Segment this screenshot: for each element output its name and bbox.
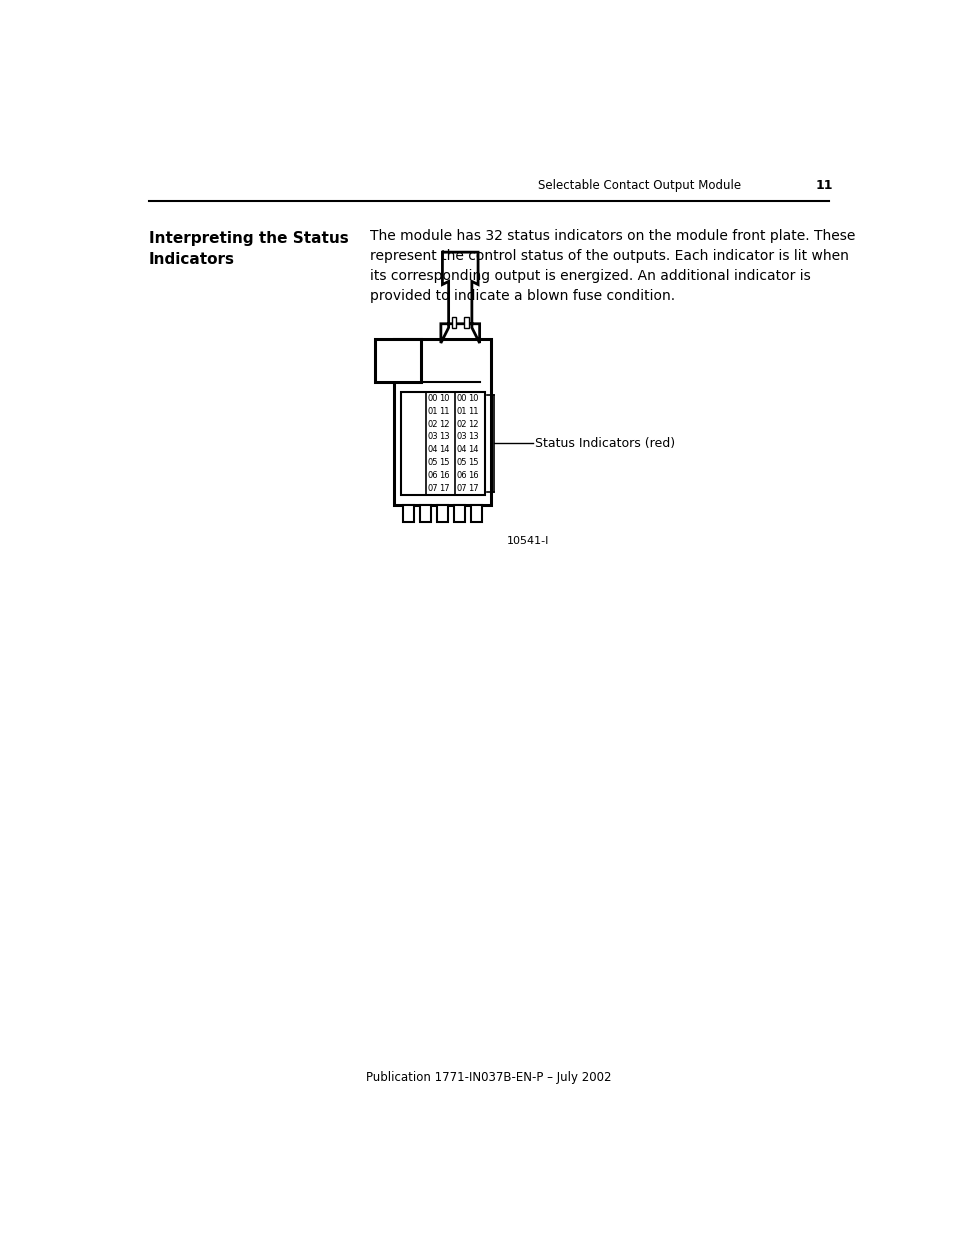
Text: 15: 15 <box>438 458 449 468</box>
Text: 10: 10 <box>438 394 449 403</box>
Bar <box>464 317 468 327</box>
Text: 16: 16 <box>438 472 449 480</box>
Text: 10541-I: 10541-I <box>506 536 549 546</box>
Text: Publication 1771-IN037B-EN-P – July 2002: Publication 1771-IN037B-EN-P – July 2002 <box>366 1071 611 1084</box>
Text: 07: 07 <box>427 484 437 494</box>
Text: 15: 15 <box>468 458 478 468</box>
Bar <box>420 505 431 521</box>
Text: 03: 03 <box>456 432 467 441</box>
Text: The module has 32 status indicators on the module front plate. These
represent t: The module has 32 status indicators on t… <box>369 228 854 304</box>
Text: 17: 17 <box>468 484 478 494</box>
Text: 16: 16 <box>468 472 478 480</box>
Text: 13: 13 <box>438 432 449 441</box>
Text: 10: 10 <box>468 394 478 403</box>
Text: 12: 12 <box>438 420 449 429</box>
Text: 12: 12 <box>468 420 478 429</box>
Text: 11: 11 <box>468 406 478 415</box>
Text: Selectable Contact Output Module: Selectable Contact Output Module <box>537 179 740 193</box>
Text: 14: 14 <box>438 446 449 454</box>
Text: 05: 05 <box>456 458 467 468</box>
Bar <box>452 317 456 327</box>
Text: 00: 00 <box>456 394 467 403</box>
Bar <box>454 505 465 521</box>
Text: 04: 04 <box>427 446 437 454</box>
Bar <box>400 391 484 495</box>
Bar <box>436 505 448 521</box>
Text: 17: 17 <box>438 484 449 494</box>
Text: Status Indicators (red): Status Indicators (red) <box>535 437 675 450</box>
Text: 05: 05 <box>427 458 437 468</box>
Text: 01: 01 <box>456 406 467 415</box>
Text: 13: 13 <box>468 432 478 441</box>
Bar <box>403 505 414 521</box>
Text: 04: 04 <box>456 446 467 454</box>
Text: 06: 06 <box>427 472 437 480</box>
Text: 00: 00 <box>427 394 437 403</box>
Bar <box>394 340 491 505</box>
Text: 07: 07 <box>456 484 467 494</box>
Text: 06: 06 <box>456 472 467 480</box>
Text: 14: 14 <box>468 446 478 454</box>
Text: 02: 02 <box>427 420 437 429</box>
Text: 03: 03 <box>427 432 437 441</box>
Text: 11: 11 <box>815 179 832 193</box>
Bar <box>375 340 421 382</box>
Polygon shape <box>440 252 479 343</box>
Text: Interpreting the Status
Indicators: Interpreting the Status Indicators <box>149 231 348 267</box>
Text: 01: 01 <box>427 406 437 415</box>
Bar <box>471 505 482 521</box>
Text: 11: 11 <box>438 406 449 415</box>
Text: 02: 02 <box>456 420 467 429</box>
